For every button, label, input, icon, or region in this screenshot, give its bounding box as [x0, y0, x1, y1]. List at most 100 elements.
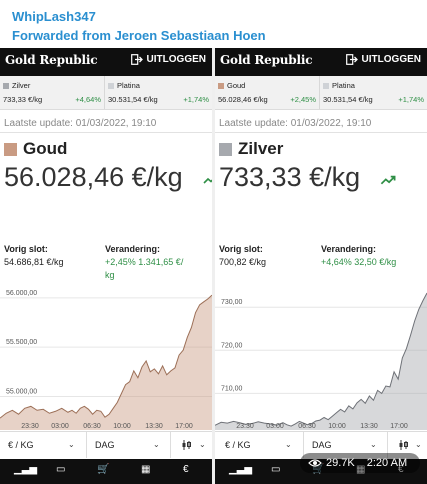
- series-area: [0, 295, 212, 430]
- chart-nav-icon[interactable]: ▁▃▅: [14, 464, 38, 475]
- last-update: Laatste update: 01/03/2022, 19:10: [219, 118, 372, 129]
- logout-label: UITLOGGEN: [146, 54, 206, 65]
- chevron-down-icon: ⌄: [415, 440, 422, 449]
- prev-close-value: 700,82 €/kg: [219, 257, 267, 267]
- app-topbar: Gold Republic UITLOGGEN: [215, 48, 427, 76]
- goud-swatch: [218, 82, 224, 89]
- metal-name: Goud: [23, 139, 68, 158]
- x-tick-label: 10:00: [113, 423, 131, 430]
- chart-nav-icon[interactable]: ▁▃▅: [229, 464, 253, 475]
- divider-line: [215, 132, 427, 133]
- calendar-icon[interactable]: ▦: [356, 464, 366, 475]
- y-tick-label: 720,00: [221, 342, 243, 349]
- change-label: Verandering:: [105, 244, 161, 254]
- card-change: +4,64%: [75, 95, 101, 104]
- card-price: 30.531,54 €/kg: [108, 95, 158, 104]
- goud-swatch: [4, 142, 17, 156]
- card-change: +1,74%: [398, 95, 424, 104]
- chevron-down-icon: ⌄: [370, 440, 377, 449]
- x-tick-label: 03:00: [51, 423, 69, 430]
- x-tick-label: 17:00: [175, 423, 193, 430]
- change-value: +4,64% 32,50 €/kg: [321, 257, 397, 267]
- screenshot-silver: Gold Republic UITLOGGEN Goud 56.028,46 €…: [215, 48, 427, 484]
- series-area: [215, 293, 427, 430]
- metal-card-platina[interactable]: Platina 30.531,54 €/kg +1,74%: [105, 76, 212, 109]
- cart-icon[interactable]: 🛒: [97, 464, 110, 475]
- x-tick-label: 06:30: [298, 423, 316, 430]
- zilver-swatch: [219, 142, 232, 156]
- app-topbar: Gold Republic UITLOGGEN: [0, 48, 212, 76]
- card-price: 56.028,46 €/kg: [218, 95, 268, 104]
- candlestick-icon: [182, 440, 191, 450]
- platina-swatch: [323, 82, 329, 89]
- series-line: [0, 294, 212, 419]
- x-tick-label: 13:30: [145, 423, 163, 430]
- trend-up-icon: [380, 175, 396, 185]
- period-value: DAG: [312, 440, 332, 450]
- x-tick-label: 13:30: [360, 423, 378, 430]
- x-tick-label: 03:00: [266, 423, 284, 430]
- period-select[interactable]: DAG ⌄: [303, 432, 383, 458]
- message-header: WhipLash347 Forwarded from Jeroen Sebast…: [0, 0, 427, 48]
- chart-type-select[interactable]: ⌄: [387, 432, 427, 458]
- gold-republic-logo: Gold Republic: [220, 53, 313, 67]
- logout-label: UITLOGGEN: [361, 54, 421, 65]
- divider-line: [0, 132, 212, 133]
- change-value: +2,45% 1.341,65 €/: [105, 257, 184, 267]
- price-chart[interactable]: 55.000,00 55.500,00 56.000,00 23:30 03:00 06:…: [0, 240, 212, 480]
- y-tick-label: 730,00: [221, 299, 243, 306]
- card-change: +2,45%: [290, 95, 316, 104]
- cart-icon[interactable]: 🛒: [312, 464, 325, 475]
- prev-close-label: Vorig slot:: [219, 244, 263, 254]
- last-update: Laatste update: 01/03/2022, 19:10: [4, 118, 157, 129]
- current-price: 733,33 €/kg: [219, 162, 361, 192]
- card-name: Platina: [117, 81, 140, 90]
- x-tick-label: 23:30: [236, 423, 254, 430]
- unit-value: € / KG: [8, 440, 34, 450]
- message-meta: 29.7K 2:20 AM: [300, 453, 420, 473]
- metal-card-zilver[interactable]: Zilver 733,33 €/kg +4,64%: [0, 76, 105, 109]
- sender-name[interactable]: WhipLash347: [12, 9, 96, 24]
- prev-close-value: 54.686,81 €/kg: [4, 257, 64, 267]
- logout-button[interactable]: UITLOGGEN: [130, 54, 206, 65]
- chevron-down-icon: ⌄: [285, 440, 292, 449]
- x-tick-label: 10:00: [328, 423, 346, 430]
- price-chart[interactable]: 710,00 720,00 730,00 23:30 03:00 06:30 10:00 13…: [215, 240, 427, 480]
- platina-swatch: [108, 82, 114, 89]
- current-price: 56.028,46 €/kg: [4, 162, 183, 192]
- unit-value: € / KG: [225, 440, 251, 450]
- euro-icon[interactable]: €: [183, 464, 189, 475]
- unit-select[interactable]: € / KG ⌄: [8, 432, 84, 458]
- unit-select[interactable]: € / KG ⌄: [225, 432, 301, 458]
- wallet-icon[interactable]: ▭: [271, 464, 281, 475]
- chart-controls: € / KG ⌄ DAG ⌄ ⌄: [215, 431, 427, 458]
- metal-card-platina[interactable]: Platina 30.531,54 €/kg +1,74%: [320, 76, 427, 109]
- trend-up-icon: [203, 177, 212, 184]
- chevron-down-icon: ⌄: [199, 440, 206, 449]
- image-divider: [212, 48, 215, 484]
- chart-type-select[interactable]: ⌄: [170, 432, 212, 458]
- change-value-unit: kg: [105, 270, 115, 280]
- candlestick-icon: [399, 440, 408, 450]
- screenshot-gold: Gold Republic UITLOGGEN Zilver 733,33 €/…: [0, 48, 212, 484]
- card-name: Platina: [332, 81, 355, 90]
- card-change: +1,74%: [183, 95, 209, 104]
- wallet-icon[interactable]: ▭: [56, 464, 66, 475]
- metal-name: Zilver: [238, 139, 284, 158]
- forwarded-from[interactable]: Forwarded from Jeroen Sebastiaan Hoen: [12, 28, 266, 43]
- chevron-down-icon: ⌄: [153, 440, 160, 449]
- period-select[interactable]: DAG ⌄: [86, 432, 166, 458]
- period-value: DAG: [95, 440, 115, 450]
- euro-icon[interactable]: €: [398, 464, 404, 475]
- message-time: 2:20 AM: [366, 457, 408, 469]
- logout-icon: [130, 54, 143, 65]
- chevron-down-icon: ⌄: [68, 440, 75, 449]
- metal-title: Zilver: [219, 139, 283, 159]
- calendar-icon[interactable]: ▦: [141, 464, 151, 475]
- logout-button[interactable]: UITLOGGEN: [345, 54, 421, 65]
- card-name: Goud: [227, 81, 246, 90]
- y-tick-label: 55.500,00: [6, 339, 37, 346]
- zilver-swatch: [3, 82, 9, 89]
- card-name: Zilver: [12, 81, 31, 90]
- metal-card-goud[interactable]: Goud 56.028,46 €/kg +2,45%: [215, 76, 320, 109]
